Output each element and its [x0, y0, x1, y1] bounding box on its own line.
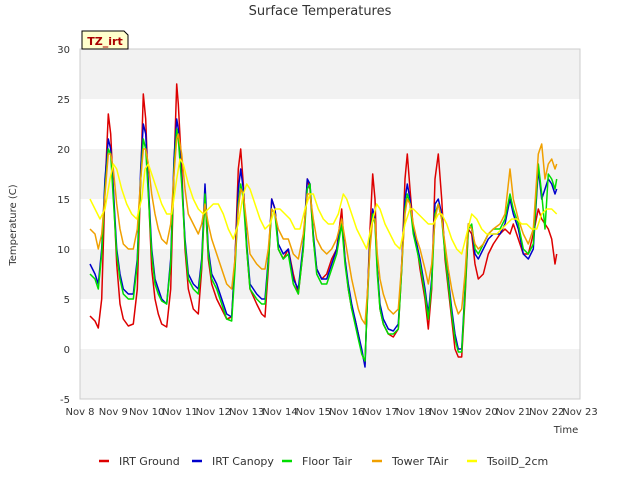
x-tick-label: Nov 21 [496, 407, 531, 418]
grid-band [80, 149, 580, 199]
y-tick-label: 15 [57, 195, 70, 206]
plot-area [79, 48, 581, 400]
x-tick-label: Nov 20 [462, 407, 497, 418]
x-tick-label: Nov 12 [196, 407, 231, 418]
grid-band [80, 349, 580, 399]
legend: IRT Ground IRT Canopy Floor Tair Tower TAir… [99, 455, 548, 468]
x-tick-label: Nov 23 [562, 407, 597, 418]
tz-badge: TZ_irt [81, 30, 129, 50]
legend-label: IRT Ground [119, 455, 180, 468]
x-tick-label: Nov 14 [262, 407, 297, 418]
y-tick-label: -5 [60, 395, 70, 406]
legend-label: IRT Canopy [212, 455, 274, 468]
y-tick-label: 25 [57, 95, 70, 106]
series-line-tsoild-2cm [89, 158, 558, 255]
grid-bands [80, 49, 580, 399]
x-tick-label: Nov 19 [429, 407, 464, 418]
tz-badge-label: TZ_irt [87, 35, 122, 48]
x-tick-label: Nov 15 [296, 407, 331, 418]
grid-band [80, 49, 580, 99]
x-tick-label: Nov 9 [99, 407, 128, 418]
y-tick-label: 0 [64, 345, 70, 356]
x-tick-label: Nov 17 [362, 407, 397, 418]
y-tick-label: 20 [57, 145, 70, 156]
grid-band [80, 99, 580, 149]
y-tick-label: 5 [64, 295, 70, 306]
grid-band [80, 299, 580, 349]
legend-label: Floor Tair [302, 455, 353, 468]
y-axis-label: Temperature (C) [8, 184, 19, 266]
y-tick-label: 10 [57, 245, 70, 256]
x-tick-label: Nov 11 [162, 407, 197, 418]
x-tick-label: Nov 18 [396, 407, 431, 418]
x-axis-label: Time [553, 425, 578, 436]
x-tick-label: Nov 13 [229, 407, 264, 418]
x-tick-label: Nov 10 [129, 407, 164, 418]
x-tick-label: Nov 16 [329, 407, 364, 418]
y-axis-ticks: -5 0 5 10 15 20 25 30 [57, 45, 70, 406]
series-layer [89, 83, 558, 368]
legend-label: Tower TAir [391, 455, 449, 468]
chart-title: Surface Temperatures [249, 4, 392, 19]
y-tick-label: 30 [57, 45, 70, 56]
x-tick-label: Nov 8 [65, 407, 94, 418]
x-tick-label: Nov 22 [529, 407, 564, 418]
legend-label: TsoilD_2cm [486, 455, 548, 468]
